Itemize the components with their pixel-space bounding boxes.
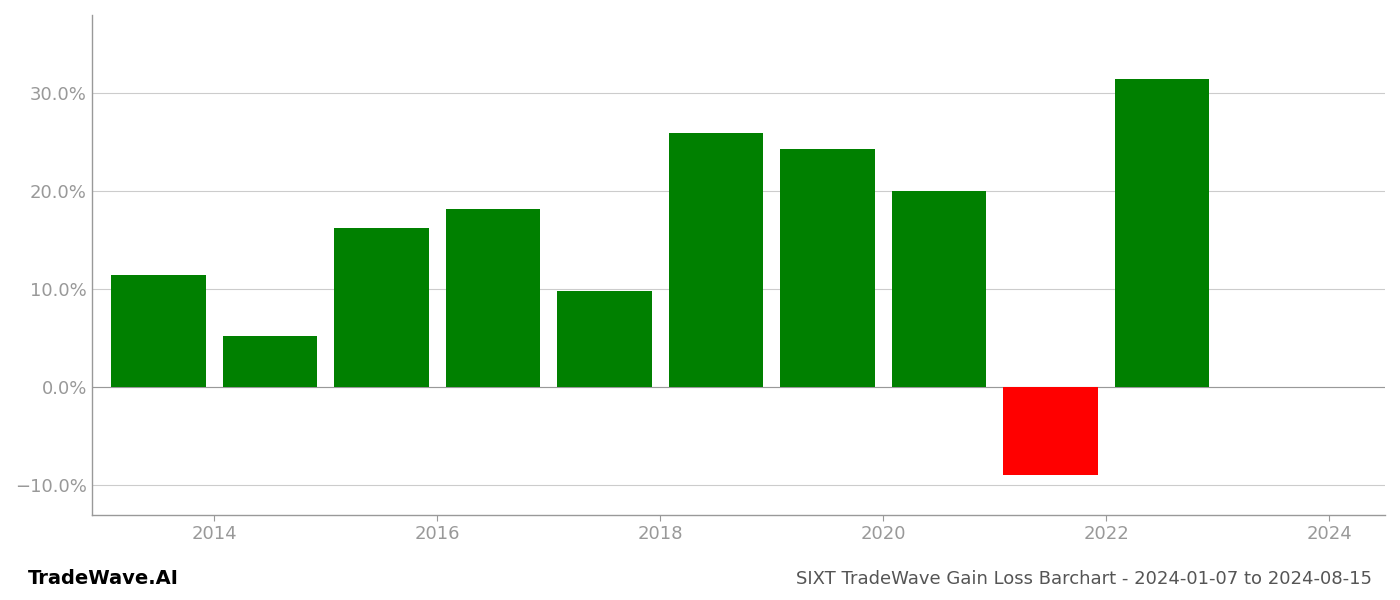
Bar — [1004, 387, 1098, 475]
Bar — [1114, 79, 1210, 387]
Bar — [892, 191, 987, 387]
Bar — [557, 291, 652, 387]
Bar — [445, 209, 540, 387]
Bar — [335, 227, 428, 387]
Bar — [669, 133, 763, 387]
Bar — [780, 149, 875, 387]
Bar — [111, 275, 206, 387]
Text: SIXT TradeWave Gain Loss Barchart - 2024-01-07 to 2024-08-15: SIXT TradeWave Gain Loss Barchart - 2024… — [797, 570, 1372, 588]
Bar — [223, 337, 318, 387]
Text: TradeWave.AI: TradeWave.AI — [28, 569, 179, 588]
